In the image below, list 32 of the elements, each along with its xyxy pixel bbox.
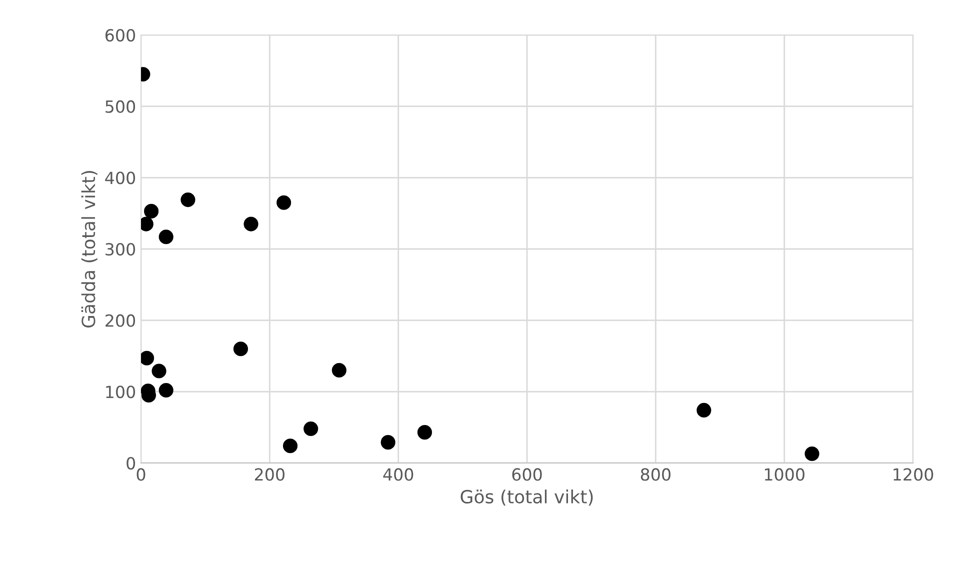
point <box>804 446 820 462</box>
y-tick-label: 300 <box>106 242 136 256</box>
point <box>152 364 166 378</box>
point <box>158 382 174 398</box>
point <box>141 350 154 366</box>
y-axis-title: Gädda (total vikt) <box>81 170 98 328</box>
x-tick-label: 1000 <box>764 468 804 481</box>
y-tick-label: 0 <box>126 456 136 470</box>
x-axis-title: Gös (total vikt) <box>460 490 593 506</box>
point <box>380 435 396 450</box>
point <box>417 425 432 440</box>
x-tick-label: 0 <box>136 468 146 481</box>
y-tick-label: 600 <box>105 28 136 42</box>
point <box>180 192 196 208</box>
x-tick-label: 400 <box>383 468 414 481</box>
y-tick-label: 200 <box>106 314 136 327</box>
point <box>276 195 292 210</box>
y-tick-label: 100 <box>106 386 136 398</box>
point <box>332 362 346 378</box>
point <box>696 402 712 418</box>
x-tick-label: 600 <box>512 468 542 481</box>
y-tick-label: 500 <box>106 100 136 113</box>
x-tick-label: 800 <box>640 468 670 481</box>
point <box>233 342 248 356</box>
point <box>244 216 258 232</box>
point <box>304 421 318 436</box>
x-tick-label: 1200 <box>894 468 934 481</box>
point <box>282 438 298 454</box>
point <box>158 230 174 244</box>
x-tick-label: 200 <box>254 468 284 481</box>
y-tick-label: 400 <box>105 172 136 184</box>
point <box>144 204 159 218</box>
